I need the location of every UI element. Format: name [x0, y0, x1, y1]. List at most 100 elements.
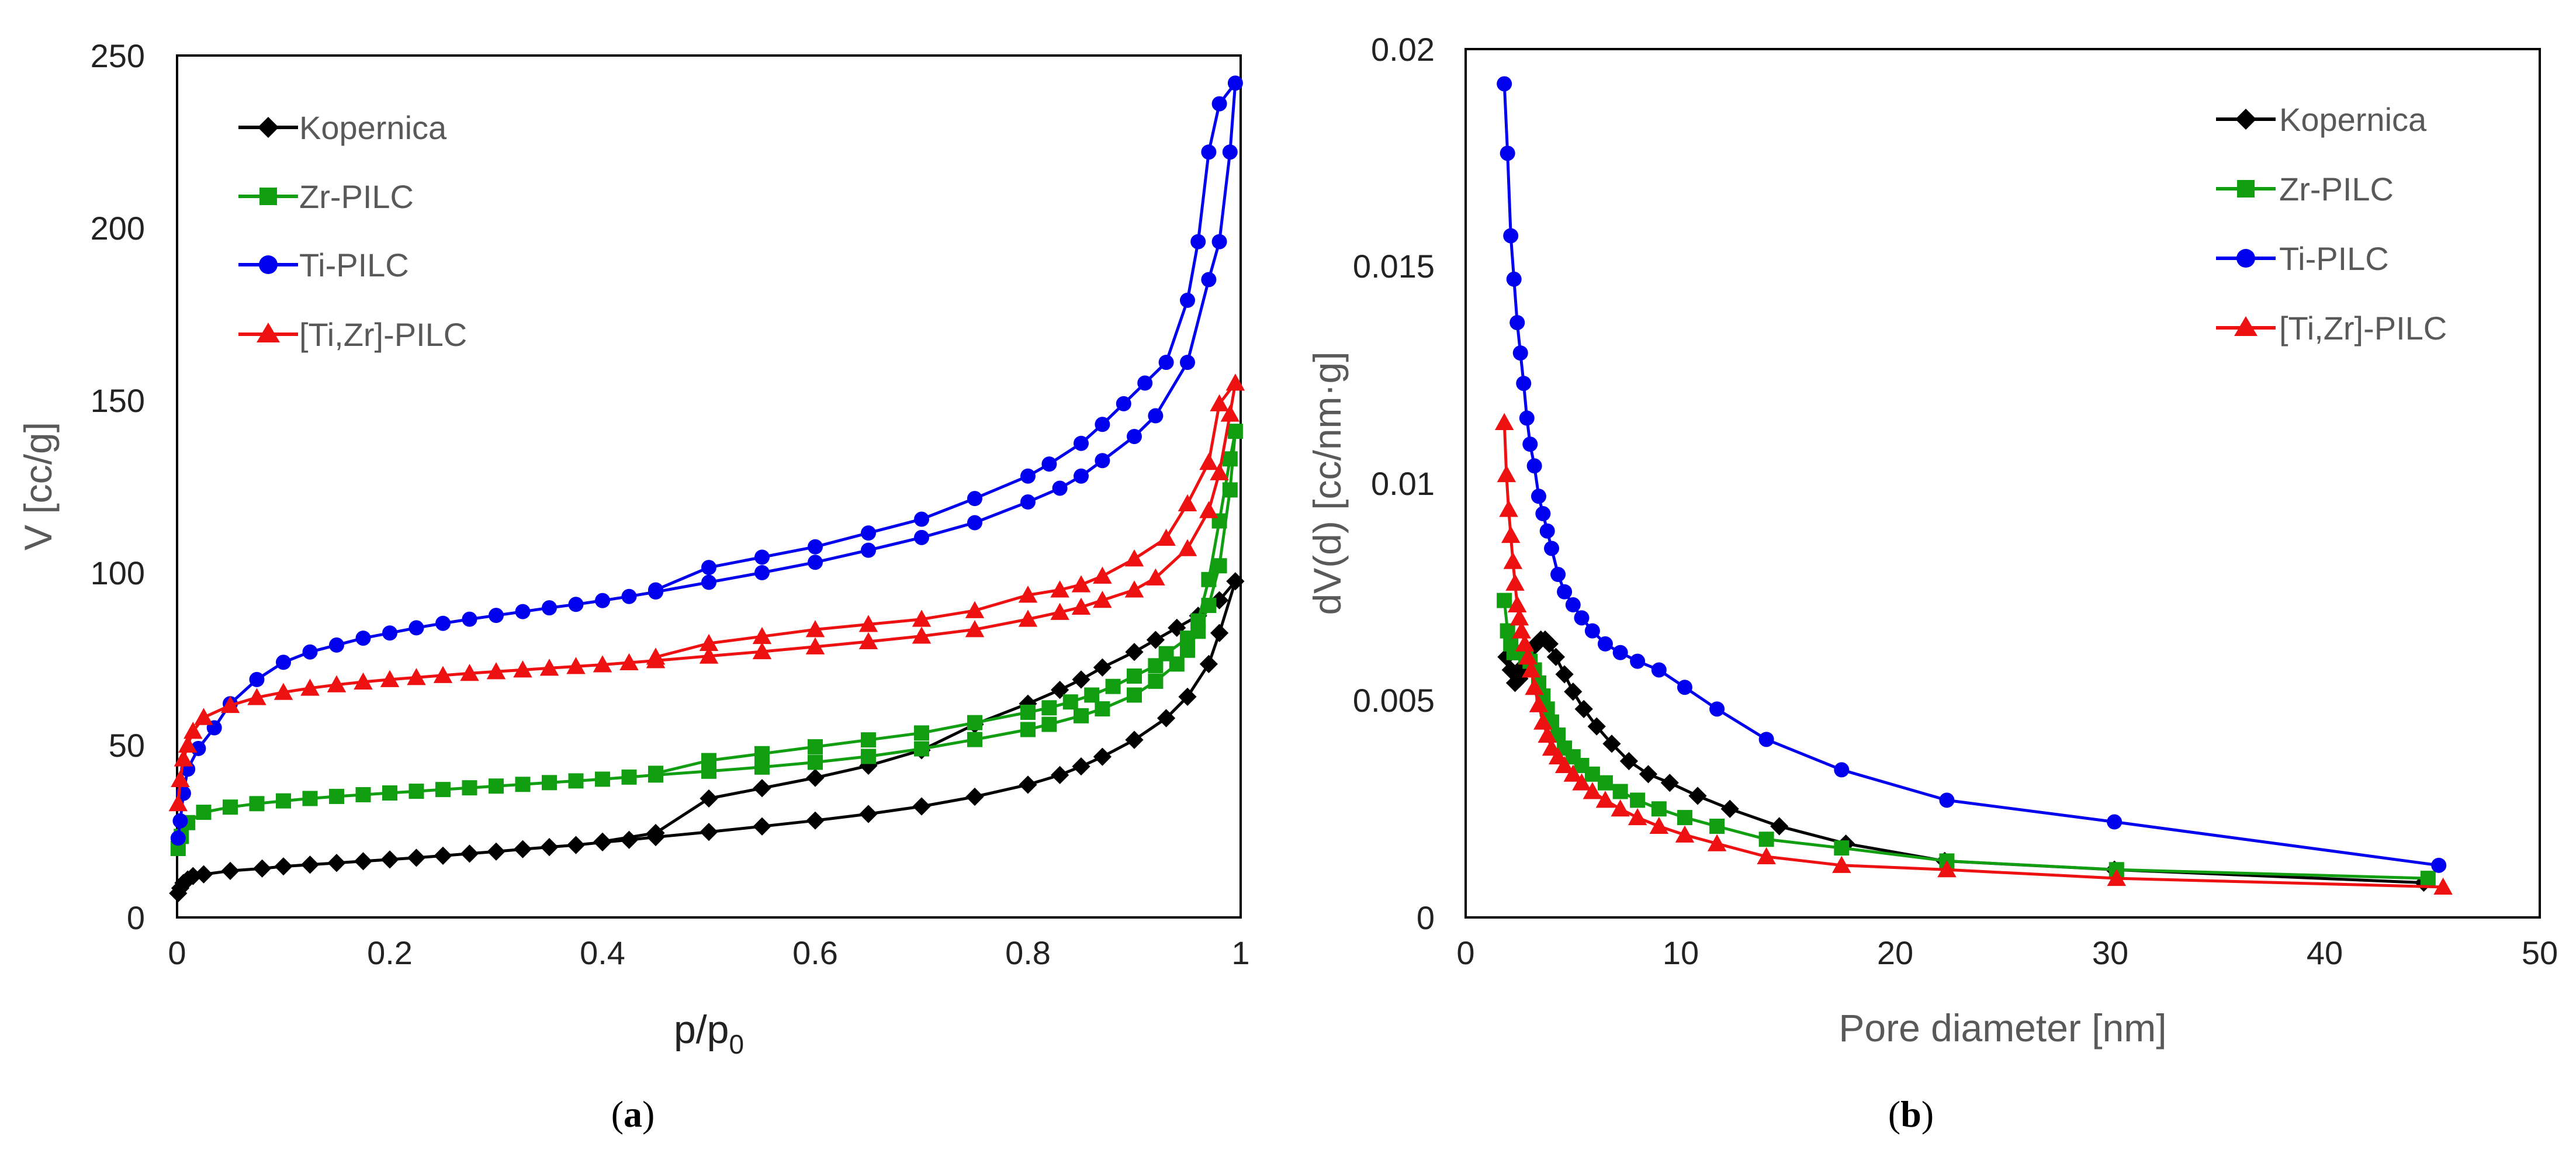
panel-b-x-axis-title: Pore diameter [nm]	[1838, 1006, 2166, 1049]
data-point-ti-zr-pilc	[1707, 834, 1727, 851]
data-point-ti-pilc	[329, 637, 344, 653]
data-point-ti-zr-pilc	[1178, 494, 1197, 511]
data-point-ti-zr-pilc	[1210, 394, 1229, 411]
data-point-zr-pilc	[648, 765, 663, 781]
data-point-kopernica	[1660, 774, 1679, 792]
data-point-kopernica	[300, 855, 320, 874]
y-tick-label: 0	[1417, 899, 1435, 936]
data-point-ti-zr-pilc	[1757, 847, 1776, 864]
data-point-ti-pilc	[1227, 75, 1243, 91]
data-point-kopernica	[753, 779, 771, 798]
panel-a-x-axis-title: p/p0	[674, 1007, 744, 1059]
data-point-ti-zr-pilc	[1583, 782, 1602, 799]
data-point-ti-pilc	[1574, 610, 1590, 626]
data-point-ti-zr-pilc	[486, 662, 506, 680]
data-point-zr-pilc	[249, 796, 265, 812]
y-tick-label: 0	[127, 899, 145, 936]
data-point-zr-pilc	[223, 799, 238, 815]
data-point-ti-zr-pilc	[1093, 590, 1112, 608]
data-point-kopernica	[646, 823, 665, 843]
x-tick-label: 10	[1663, 934, 1699, 971]
data-point-ti-pilc	[914, 511, 929, 527]
data-point-kopernica	[434, 846, 452, 865]
x-tick-label: 50	[2522, 934, 2558, 971]
data-point-kopernica	[912, 797, 931, 816]
data-point-zr-pilc	[355, 787, 371, 802]
data-point-kopernica	[1688, 787, 1707, 805]
data-point-ti-pilc	[1137, 375, 1153, 391]
legend-label-kopernica: Kopernica	[299, 109, 447, 146]
legend-label-zr-pilc: Zr-PILC	[2279, 171, 2394, 207]
data-point-ti-pilc	[861, 525, 876, 541]
data-point-ti-zr-pilc	[1503, 552, 1523, 569]
series-line-ti-pilc	[176, 81, 1237, 839]
data-point-kopernica	[1125, 730, 1144, 749]
data-point-kopernica	[1602, 735, 1621, 753]
data-point-ti-zr-pilc	[858, 632, 878, 649]
data-point-ti-pilc	[568, 597, 584, 612]
data-point-kopernica	[806, 768, 825, 787]
data-point-kopernica	[1574, 699, 1593, 718]
x-tick-label: 20	[1877, 934, 1913, 971]
data-point-kopernica	[487, 842, 505, 861]
data-point-ti-pilc	[754, 549, 770, 565]
data-point-ti-zr-pilc	[1533, 712, 1553, 730]
data-point-zr-pilc	[861, 732, 876, 748]
data-point-zr-pilc	[1630, 792, 1646, 808]
data-point-ti-pilc	[1597, 636, 1613, 652]
y-tick-label: 50	[109, 727, 145, 764]
data-point-ti-pilc	[1127, 428, 1142, 444]
data-point-ti-pilc	[1584, 623, 1600, 639]
data-point-kopernica	[700, 789, 718, 808]
data-point-ti-zr-pilc	[247, 688, 266, 705]
panel-a-series	[168, 75, 1245, 903]
data-point-kopernica	[1555, 665, 1574, 684]
data-point-ti-pilc	[1116, 396, 1131, 411]
data-point-ti-zr-pilc	[1499, 500, 1518, 517]
data-point-ti-pilc	[1503, 228, 1519, 244]
x-tick-label: 0.4	[580, 934, 625, 971]
data-point-kopernica	[1157, 709, 1176, 728]
data-point-ti-zr-pilc	[1199, 452, 1218, 470]
panel-b-legend: Kopernica Zr-PILC Ti-PILC [Ti,Zr]-PILC	[2216, 101, 2447, 347]
legend-marker-circle	[259, 255, 278, 274]
data-point-ti-pilc	[1531, 489, 1546, 504]
data-point-ti-zr-pilc	[1210, 463, 1229, 480]
data-point-ti-pilc	[1630, 653, 1646, 669]
data-point-ti-pilc	[1522, 437, 1538, 452]
data-point-ti-zr-pilc	[912, 609, 932, 627]
x-tick-label: 0	[1456, 934, 1474, 971]
data-point-zr-pilc	[1201, 571, 1217, 587]
data-point-kopernica	[700, 823, 718, 841]
data-point-zr-pilc	[382, 785, 397, 801]
data-point-ti-zr-pilc	[699, 633, 719, 651]
data-point-zr-pilc	[754, 746, 770, 761]
legend-label-ti-pilc: Ti-PILC	[299, 247, 409, 283]
panel-b-y-axis-title: dV(d) [cc/nm·g]	[1306, 351, 1349, 615]
data-point-ti-pilc	[1041, 456, 1057, 472]
data-point-ti-pilc	[1526, 458, 1542, 474]
data-point-ti-zr-pilc	[1529, 695, 1549, 712]
data-point-ti-zr-pilc	[1505, 573, 1525, 591]
data-point-zr-pilc	[196, 805, 212, 820]
x-tick-label: 1	[1231, 934, 1249, 971]
data-point-zr-pilc	[1148, 673, 1164, 689]
data-point-kopernica	[1720, 799, 1739, 818]
data-point-ti-pilc	[1095, 453, 1110, 469]
data-point-ti-pilc	[1190, 234, 1206, 250]
data-point-kopernica	[1210, 624, 1229, 642]
data-point-ti-zr-pilc	[1675, 825, 1695, 843]
data-point-ti-pilc	[1519, 410, 1535, 426]
data-point-zr-pilc	[1105, 678, 1121, 694]
data-point-ti-zr-pilc	[220, 695, 240, 713]
data-point-kopernica	[221, 861, 240, 880]
data-point-ti-pilc	[1544, 541, 1560, 556]
data-point-ti-zr-pilc	[805, 637, 825, 654]
data-point-ti-zr-pilc	[912, 626, 932, 644]
data-point-ti-pilc	[1500, 146, 1515, 161]
data-point-ti-pilc	[1535, 506, 1551, 522]
data-point-kopernica	[1051, 765, 1069, 784]
data-point-ti-pilc	[1074, 468, 1089, 484]
data-point-kopernica	[566, 836, 586, 854]
data-point-ti-pilc	[2107, 814, 2123, 830]
